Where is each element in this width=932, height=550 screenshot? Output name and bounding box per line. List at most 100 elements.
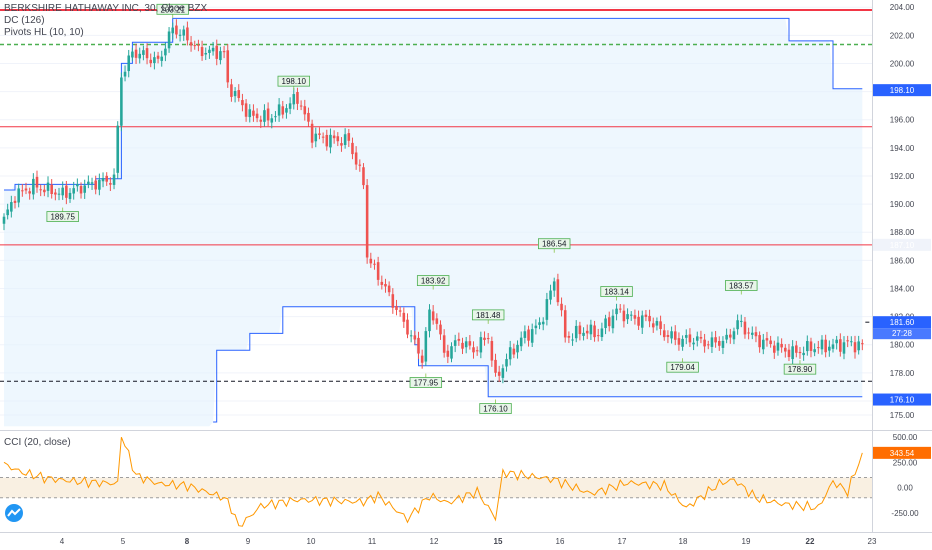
candle-body <box>76 184 79 187</box>
candle-body <box>589 324 593 335</box>
candle-body <box>197 44 200 46</box>
candle-body <box>552 281 556 291</box>
candle-body <box>332 135 336 139</box>
symbol-title[interactable]: BERKSHIRE HATHAWAY INC, 30, Cboe BZX <box>4 3 208 14</box>
candle-body <box>747 332 750 334</box>
price-tick-label: 202.00 <box>890 31 915 40</box>
price-badge <box>873 238 931 251</box>
pivot-label: 179.04 <box>670 363 695 372</box>
tradingview-logo-icon[interactable] <box>5 504 23 522</box>
cci-indicator-label[interactable]: CCI (20, close) <box>4 437 71 448</box>
price-tick-label: 204.00 <box>890 3 915 12</box>
candle-body <box>431 311 435 321</box>
pivot-label: 203.21 <box>160 5 185 14</box>
candle-body <box>479 337 483 353</box>
candle-body <box>758 335 761 348</box>
candle-body <box>164 48 167 56</box>
pivots-indicator-label[interactable]: Pivots HL (10, 10) <box>4 27 84 38</box>
candle-body <box>622 310 626 322</box>
candle-body <box>784 347 787 352</box>
candle-body <box>776 342 780 351</box>
cci-value-badge <box>873 446 931 459</box>
pivot-label: 183.92 <box>421 277 446 286</box>
cci-tick-label: 500.00 <box>893 433 918 442</box>
candle-body <box>574 325 578 339</box>
candle-body <box>314 133 318 142</box>
candle-body <box>791 346 794 360</box>
price-tick-label: 190.00 <box>890 200 915 209</box>
candle-body <box>813 349 816 353</box>
candle-body <box>296 92 299 104</box>
candle-body <box>116 125 119 173</box>
candle-body <box>325 134 329 147</box>
candle-body <box>846 340 849 342</box>
candle-body <box>189 42 193 46</box>
candle-body <box>629 314 633 316</box>
candle-body <box>167 31 171 49</box>
candle-body <box>145 48 149 59</box>
candle-body <box>754 332 758 337</box>
candle-body <box>417 337 420 354</box>
time-tick-label: 19 <box>742 537 751 546</box>
candle-body <box>259 119 263 122</box>
candle-body <box>571 339 574 341</box>
candle-body <box>54 192 57 195</box>
candle-body <box>762 339 765 350</box>
candle-body <box>611 315 615 329</box>
pivot-label-box <box>277 75 310 87</box>
cci-tick-label: 0.00 <box>897 484 913 493</box>
candle-body <box>446 350 450 357</box>
price-tick-label: 184.00 <box>890 284 915 293</box>
candle-body <box>358 164 362 166</box>
candle-body <box>501 368 505 378</box>
candle-body <box>376 262 380 280</box>
candle-body <box>156 55 160 59</box>
candle-body <box>475 350 479 352</box>
candle-body <box>464 341 468 348</box>
candle-body <box>699 337 703 339</box>
pivot-label-box <box>600 286 633 297</box>
candle-body <box>545 299 549 320</box>
candle-body <box>204 52 208 55</box>
candle-body <box>318 133 321 135</box>
candle-body <box>527 329 530 341</box>
pivot-label: 178.90 <box>788 365 813 374</box>
candle-body <box>384 284 387 287</box>
price-badge-label: 187.10 <box>890 241 915 250</box>
candle-body <box>472 347 475 353</box>
pivot-label: 189.75 <box>50 213 75 222</box>
pivot-label: 177.95 <box>414 379 439 388</box>
pivot-label: 183.57 <box>729 281 754 290</box>
candle-body <box>270 118 274 123</box>
donchian-lower-line <box>213 306 863 423</box>
candle-body <box>35 176 39 188</box>
candle-body <box>593 325 596 338</box>
candle-body <box>252 110 255 116</box>
candle-body <box>662 330 666 338</box>
candle-body <box>101 177 105 182</box>
candle-body <box>817 347 820 349</box>
candle-body <box>688 334 692 343</box>
candle-body <box>13 200 17 203</box>
candle-body <box>274 116 277 118</box>
price-tick-label: 200.00 <box>890 59 915 68</box>
candle-body <box>578 325 582 335</box>
pivot-label-box <box>471 309 505 321</box>
candle-body <box>43 189 46 193</box>
dc-indicator-label[interactable]: DC (126) <box>4 15 45 26</box>
candle-body <box>802 352 805 356</box>
candle-body <box>329 134 332 148</box>
candle-body <box>439 324 442 335</box>
candle-body <box>134 49 138 58</box>
candle-body <box>2 216 6 224</box>
candle-body <box>343 134 347 146</box>
candle-body <box>655 321 659 326</box>
candle-body <box>105 175 108 182</box>
price-tick-label: 196.00 <box>890 116 915 125</box>
candle-body <box>182 29 186 36</box>
candle-body <box>149 59 153 64</box>
candle-body <box>193 45 197 47</box>
candle-body <box>120 77 123 126</box>
candle-body <box>28 191 31 194</box>
